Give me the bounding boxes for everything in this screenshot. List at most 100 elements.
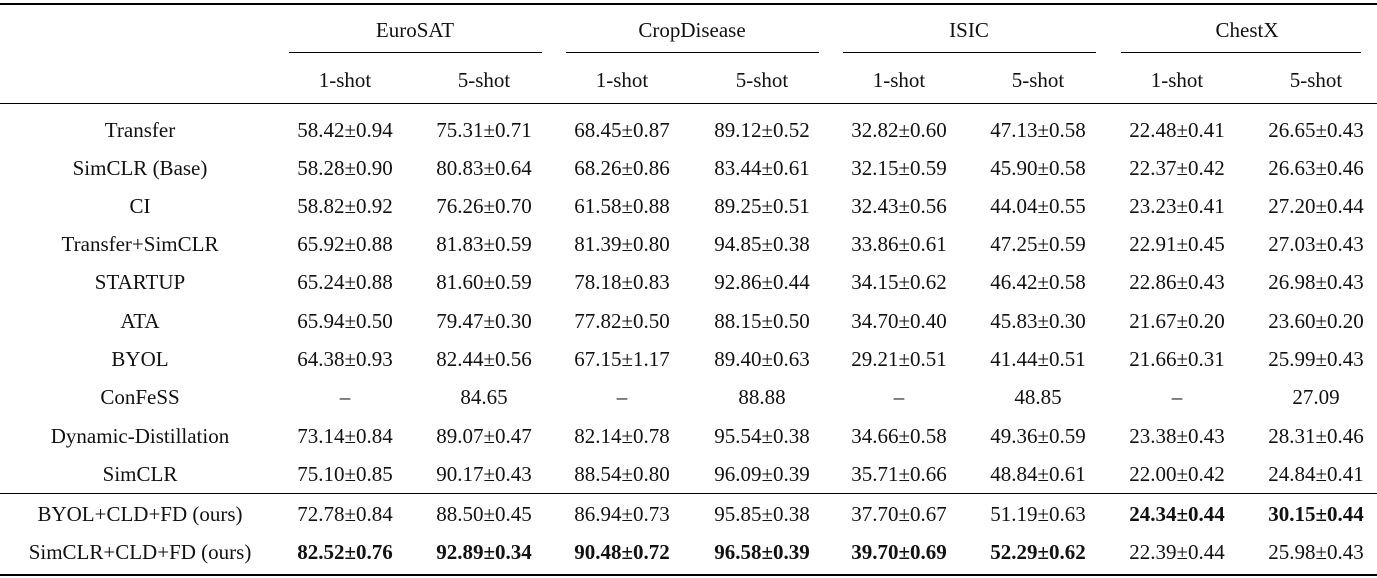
result-cell: 22.48±0.41 — [1129, 118, 1225, 142]
result-cell: 79.47±0.30 — [436, 309, 532, 333]
method-name: Transfer — [104, 118, 176, 142]
result-cell: 72.78±0.84 — [297, 502, 393, 526]
shot-header: 1-shot — [1150, 68, 1204, 92]
result-cell: 23.23±0.41 — [1129, 194, 1225, 218]
dataset-rule — [566, 52, 819, 53]
result-cell: 44.04±0.55 — [990, 194, 1086, 218]
result-cell: – — [893, 385, 905, 409]
result-cell: 95.85±0.38 — [714, 502, 810, 526]
result-cell: 92.89±0.34 — [436, 540, 532, 564]
result-cell: 49.36±0.59 — [990, 424, 1086, 448]
result-cell: 81.60±0.59 — [436, 270, 532, 294]
dataset-rule — [1121, 52, 1361, 53]
result-cell: 41.44±0.51 — [990, 347, 1086, 371]
result-cell: 80.83±0.64 — [436, 156, 532, 180]
result-cell: 90.17±0.43 — [436, 462, 532, 486]
result-cell: – — [1171, 385, 1183, 409]
result-cell: – — [616, 385, 628, 409]
result-cell: 47.13±0.58 — [990, 118, 1086, 142]
shot-header: 1-shot — [595, 68, 649, 92]
result-cell: 48.85 — [1014, 385, 1062, 409]
result-cell: 34.15±0.62 — [851, 270, 947, 294]
dataset-header: EuroSAT — [375, 18, 455, 42]
method-name: STARTUP — [94, 270, 186, 294]
result-cell: 81.83±0.59 — [436, 232, 532, 256]
ours-separator-rule — [0, 493, 1377, 494]
dataset-header: ISIC — [949, 18, 989, 42]
method-name: SimCLR (Base) — [72, 156, 208, 180]
method-name: Dynamic-Distillation — [50, 424, 230, 448]
result-cell: 65.92±0.88 — [297, 232, 393, 256]
result-cell: 45.83±0.30 — [990, 309, 1086, 333]
result-cell: 30.15±0.44 — [1268, 502, 1364, 526]
result-cell: 47.25±0.59 — [990, 232, 1086, 256]
result-cell: 24.34±0.44 — [1129, 502, 1225, 526]
dataset-rule — [289, 52, 542, 53]
header-rule — [0, 103, 1377, 104]
method-name: SimCLR — [102, 462, 178, 486]
result-cell: 48.84±0.61 — [990, 462, 1086, 486]
result-cell: 78.18±0.83 — [574, 270, 670, 294]
result-cell: 88.88 — [738, 385, 786, 409]
result-cell: 73.14±0.84 — [297, 424, 393, 448]
result-cell: 23.38±0.43 — [1129, 424, 1225, 448]
method-name: Transfer+SimCLR — [61, 232, 219, 256]
shot-header: 5-shot — [1289, 68, 1343, 92]
result-cell: 95.54±0.38 — [714, 424, 810, 448]
result-cell: 81.39±0.80 — [574, 232, 670, 256]
result-cell: 65.24±0.88 — [297, 270, 393, 294]
result-cell: 89.25±0.51 — [714, 194, 810, 218]
result-cell: 32.15±0.59 — [851, 156, 947, 180]
result-cell: 75.31±0.71 — [436, 118, 532, 142]
dataset-header: ChestX — [1215, 18, 1279, 42]
result-cell: 82.44±0.56 — [436, 347, 532, 371]
result-cell: 22.39±0.44 — [1129, 540, 1225, 564]
shot-header: 5-shot — [457, 68, 511, 92]
result-cell: 92.86±0.44 — [714, 270, 810, 294]
dataset-header: CropDisease — [638, 18, 746, 42]
result-cell: 22.91±0.45 — [1129, 232, 1225, 256]
result-cell: 58.28±0.90 — [297, 156, 393, 180]
method-name: ConFeSS — [100, 385, 180, 409]
result-cell: 77.82±0.50 — [574, 309, 670, 333]
result-cell: 61.58±0.88 — [574, 194, 670, 218]
result-cell: 45.90±0.58 — [990, 156, 1086, 180]
result-cell: 29.21±0.51 — [851, 347, 947, 371]
result-cell: 76.26±0.70 — [436, 194, 532, 218]
result-cell: 88.50±0.45 — [436, 502, 532, 526]
result-cell: 26.65±0.43 — [1268, 118, 1364, 142]
result-cell: – — [339, 385, 351, 409]
result-cell: 58.42±0.94 — [297, 118, 393, 142]
result-cell: 27.20±0.44 — [1268, 194, 1364, 218]
result-cell: 25.99±0.43 — [1268, 347, 1364, 371]
shot-header: 5-shot — [1011, 68, 1065, 92]
result-cell: 65.94±0.50 — [297, 309, 393, 333]
result-cell: 46.42±0.58 — [990, 270, 1086, 294]
dataset-rule — [843, 52, 1096, 53]
result-cell: 89.40±0.63 — [714, 347, 810, 371]
result-cell: 68.45±0.87 — [574, 118, 670, 142]
method-name: SimCLR+CLD+FD (ours) — [28, 540, 252, 564]
result-cell: 22.00±0.42 — [1129, 462, 1225, 486]
result-cell: 26.63±0.46 — [1268, 156, 1364, 180]
result-cell: 39.70±0.69 — [851, 540, 947, 564]
result-cell: 82.52±0.76 — [297, 540, 393, 564]
result-cell: 89.12±0.52 — [714, 118, 810, 142]
result-cell: 51.19±0.63 — [990, 502, 1086, 526]
method-name: BYOL — [111, 347, 169, 371]
result-cell: 34.66±0.58 — [851, 424, 947, 448]
result-cell: 23.60±0.20 — [1268, 309, 1364, 333]
result-cell: 21.67±0.20 — [1129, 309, 1225, 333]
result-cell: 86.94±0.73 — [574, 502, 670, 526]
result-cell: 68.26±0.86 — [574, 156, 670, 180]
shot-header: 5-shot — [735, 68, 789, 92]
result-cell: 58.82±0.92 — [297, 194, 393, 218]
result-cell: 26.98±0.43 — [1268, 270, 1364, 294]
result-cell: 94.85±0.38 — [714, 232, 810, 256]
result-cell: 35.71±0.66 — [851, 462, 947, 486]
result-cell: 96.58±0.39 — [714, 540, 810, 564]
method-name: CI — [129, 194, 151, 218]
shot-header: 1-shot — [318, 68, 372, 92]
result-cell: 21.66±0.31 — [1129, 347, 1225, 371]
result-cell: 27.03±0.43 — [1268, 232, 1364, 256]
